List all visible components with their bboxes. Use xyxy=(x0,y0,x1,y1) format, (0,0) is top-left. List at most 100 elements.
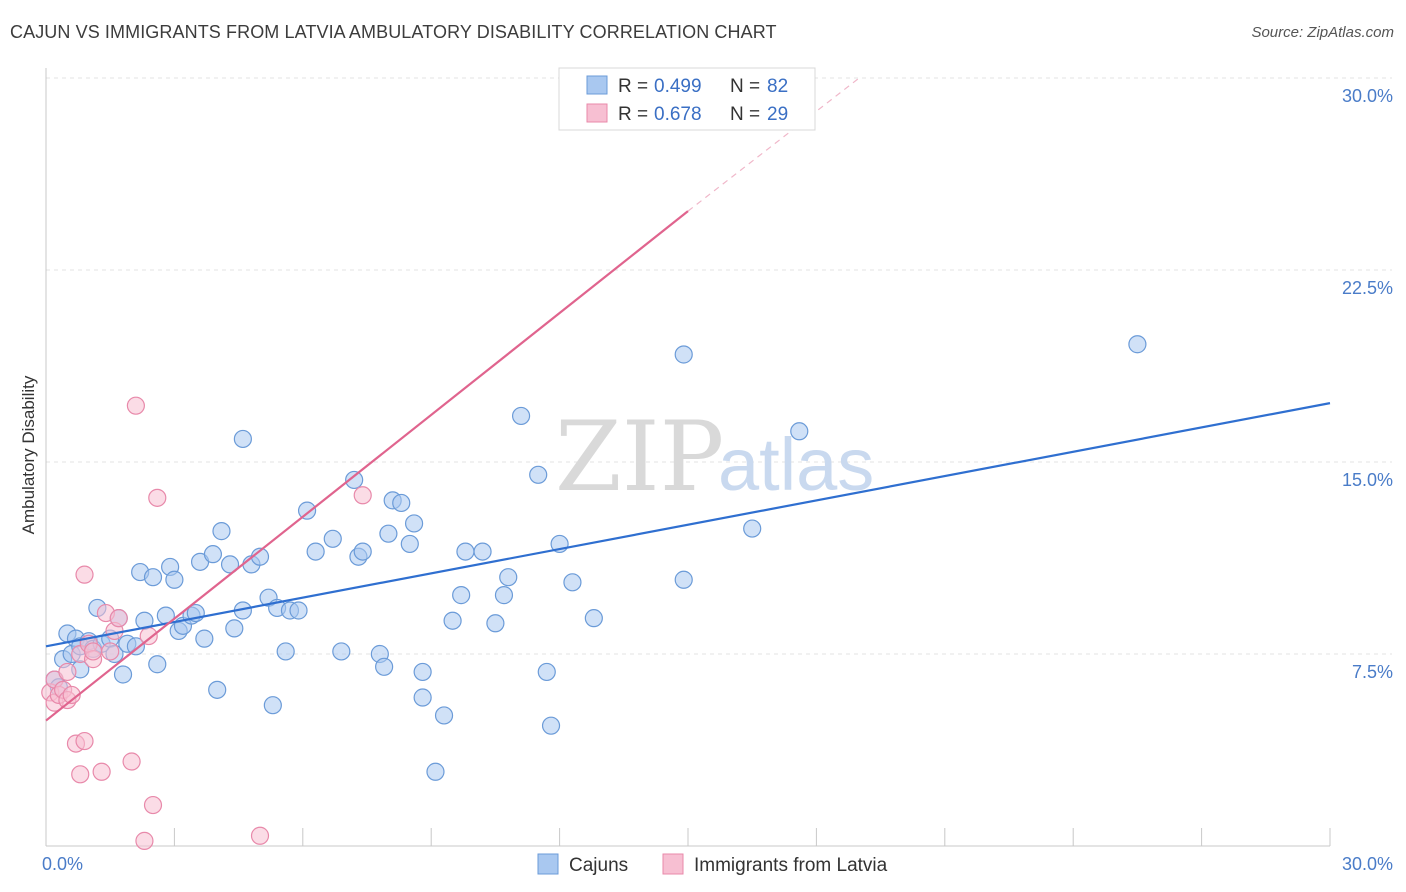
cajun-point xyxy=(584,609,603,628)
bottom-legend-swatch-cajuns xyxy=(537,853,559,875)
cajun-point xyxy=(126,637,145,656)
cajun-point xyxy=(413,688,432,707)
legend-swatch-latvia xyxy=(586,103,608,123)
cajun-point xyxy=(443,611,462,630)
y-tick-label: 15.0% xyxy=(1342,470,1393,490)
cajun-point xyxy=(165,570,184,589)
latvia-point xyxy=(109,609,128,628)
cajun-point xyxy=(790,422,809,441)
cajun-point xyxy=(353,542,372,561)
legend-row-latvia: R = 0.678 N = 29 xyxy=(586,103,788,125)
chart-title: CAJUN VS IMMIGRANTS FROM LATVIA AMBULATO… xyxy=(10,22,777,42)
cajun-point xyxy=(297,501,317,520)
cajun-point xyxy=(434,706,454,725)
grid-lines xyxy=(46,77,1392,655)
cajun-point xyxy=(148,655,167,674)
cajun-point xyxy=(511,406,531,426)
cajun-point xyxy=(345,470,364,490)
cajun-point xyxy=(473,542,492,561)
legend-r-value: 0.499 xyxy=(654,76,702,97)
legend-r-label: R = xyxy=(618,76,648,97)
latvia-point xyxy=(83,642,103,661)
y-tick-labels: 7.5% 15.0% 22.5% 30.0% xyxy=(1342,86,1393,682)
x-tick-labels: 0.0% 30.0% xyxy=(42,854,1393,874)
cajun-point xyxy=(233,429,252,449)
y-tick-label: 22.5% xyxy=(1342,278,1393,298)
latvia-point xyxy=(92,762,111,781)
bottom-legend-swatch-latvia xyxy=(662,853,684,875)
cajun-point xyxy=(674,345,693,364)
latvia-point xyxy=(58,662,77,682)
latvia-point xyxy=(75,731,94,751)
y-tick-label: 7.5% xyxy=(1352,662,1393,682)
latvia-point xyxy=(75,565,94,584)
latvia-trend-line xyxy=(45,210,689,722)
latvia-point xyxy=(101,642,120,661)
cajun-point xyxy=(400,534,419,554)
latvia-point xyxy=(135,831,154,850)
latvia-point xyxy=(148,488,167,507)
cajun-point xyxy=(113,665,133,684)
legend-r-label: R = xyxy=(618,104,648,125)
cajun-point xyxy=(426,762,445,781)
y-axis-label: Ambulatory Disability xyxy=(19,375,38,534)
latvia-point xyxy=(139,626,158,646)
bottom-legend-cajuns: Cajuns xyxy=(569,855,628,876)
watermark-zip: ZIP xyxy=(555,401,724,513)
y-tick-label: 30.0% xyxy=(1342,86,1393,106)
cajun-point xyxy=(379,524,398,543)
cajun-point xyxy=(263,696,282,715)
cajun-trend-line xyxy=(45,402,1331,648)
legend-r-value: 0.678 xyxy=(654,104,702,125)
latvia-point xyxy=(62,685,81,705)
legend-n-value: 29 xyxy=(767,104,788,125)
cajun-point xyxy=(332,642,351,661)
cajun-point xyxy=(494,586,514,605)
cajun-point xyxy=(563,573,582,592)
trend-lines xyxy=(45,77,1331,722)
cajun-point xyxy=(674,570,693,589)
cajun-point xyxy=(289,601,308,620)
cajun-point xyxy=(529,465,548,484)
cajun-point xyxy=(143,568,163,587)
legend-n-label: N = xyxy=(730,104,760,125)
axes xyxy=(45,68,1331,847)
cajun-point xyxy=(541,716,561,735)
legend-n-value: 82 xyxy=(767,76,788,97)
cajun-point xyxy=(413,662,432,682)
cajun-point xyxy=(537,662,556,682)
cajun-point xyxy=(306,542,325,561)
cajun-point xyxy=(1128,335,1147,354)
legend-row-cajuns: R = 0.499 N = 82 xyxy=(586,75,788,97)
cajun-point xyxy=(276,642,295,661)
latvia-point xyxy=(250,826,270,845)
legend-top: R = 0.499 N = 82 R = 0.678 N = 29 xyxy=(558,67,816,131)
source-label: Source: ZipAtlas.com xyxy=(1251,24,1394,41)
cajun-point xyxy=(212,522,231,541)
cajun-point xyxy=(392,493,411,513)
latvia-point xyxy=(122,752,141,771)
legend-n-label: N = xyxy=(730,76,760,97)
latvia-point xyxy=(353,486,372,505)
latvia-point xyxy=(143,795,163,815)
cajun-point xyxy=(456,542,475,561)
cajun-point xyxy=(225,619,244,638)
cajun-point xyxy=(452,586,471,605)
cajun-point xyxy=(323,529,342,548)
bottom-legend-latvia: Immigrants from Latvia xyxy=(694,855,888,876)
cajun-point xyxy=(375,657,394,676)
cajun-point xyxy=(195,629,214,648)
cajun-point xyxy=(220,555,240,574)
cajun-point xyxy=(208,680,227,699)
x-tick-label: 0.0% xyxy=(42,854,83,874)
watermark: ZIP atlas xyxy=(555,401,874,513)
latvia-point xyxy=(71,765,90,784)
x-tick-label: 30.0% xyxy=(1342,854,1393,874)
cajun-point xyxy=(486,614,505,633)
cajun-point xyxy=(499,568,518,587)
latvia-point xyxy=(126,396,145,415)
cajun-point xyxy=(404,514,424,533)
cajun-point xyxy=(203,545,223,564)
legend-swatch-cajuns xyxy=(586,75,608,95)
